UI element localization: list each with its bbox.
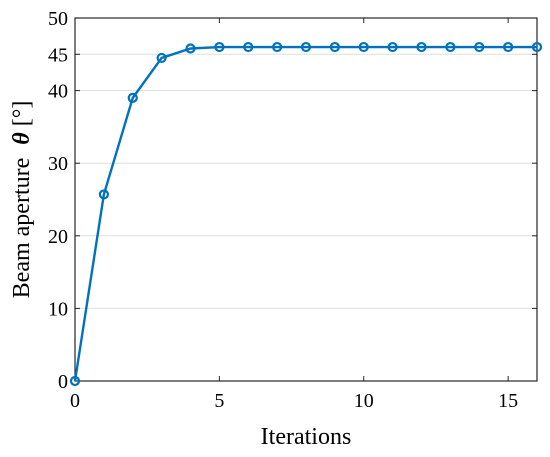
data-point-marker (300, 41, 312, 53)
data-point-marker (243, 41, 254, 53)
y-tick-label: 40 (48, 81, 68, 103)
data-point-marker (445, 41, 456, 53)
y-tick-label: 45 (48, 44, 68, 66)
data-point-marker (156, 52, 167, 64)
data-point-marker (98, 189, 109, 200)
x-tick-label: 0 (70, 390, 80, 412)
data-point-marker (185, 43, 196, 54)
data-point-marker (531, 41, 543, 53)
x-tick-label: 15 (498, 390, 518, 412)
data-point-marker (214, 41, 225, 53)
y-axis-label-symbol: θ (9, 132, 35, 145)
y-axis-label: Beam aperture θ [°] (9, 101, 35, 299)
series-line (73, 45, 537, 382)
data-point-marker (416, 41, 427, 53)
data-point-marker (69, 375, 81, 387)
y-tick-label: 0 (58, 371, 68, 393)
data-point-marker (272, 41, 283, 53)
y-tick-label: 30 (48, 153, 68, 175)
data-point-marker (474, 41, 485, 53)
x-axis-label: Iterations (261, 424, 352, 450)
y-tick-label: 10 (48, 298, 68, 320)
data-point-marker (387, 41, 398, 53)
data-point-marker (358, 41, 369, 53)
series-layer (69, 41, 543, 387)
x-tick-label: 5 (214, 390, 224, 412)
y-tick-label: 50 (48, 8, 68, 30)
grid-lines (75, 53, 537, 309)
y-axis-label-text: Beam aperture (9, 158, 35, 299)
y-tick-label: 20 (48, 226, 68, 248)
data-point-marker (127, 92, 138, 103)
x-tick-label: 10 (354, 390, 374, 412)
y-axis-label-unit: [°] (9, 101, 35, 127)
data-point-marker (503, 41, 514, 53)
axis-ticks: 0 10 20 30 40 45 50 0 5 10 15 (48, 8, 537, 412)
data-point-marker (329, 41, 340, 53)
plot-frame (74, 17, 538, 382)
